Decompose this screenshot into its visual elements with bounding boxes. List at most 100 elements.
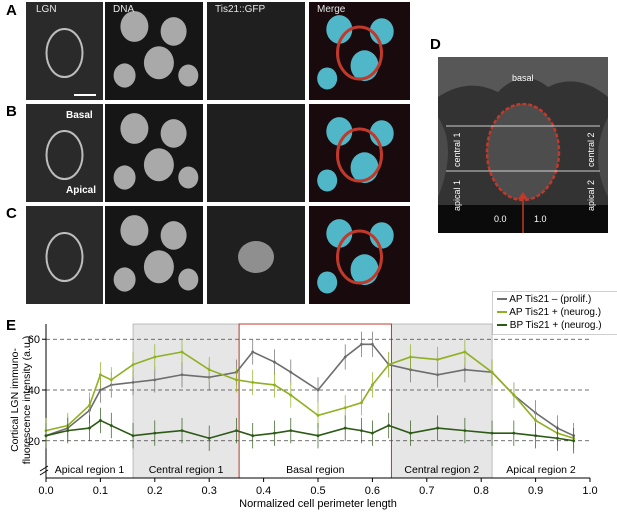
panel-d-central1-label: central 1 [452,132,462,167]
region-shade-2 [132,323,240,479]
region-label-4: Central region 2 [404,464,479,476]
x-tick-label-1.0: 1.0 [582,485,597,497]
axis-break-mark [39,465,49,476]
point-ap-plus-23 [534,419,537,422]
point-bp-plus-14 [343,426,347,430]
point-bp-plus-12 [289,429,293,433]
point-bp-plus-20 [463,429,467,433]
point-ap-plus-4 [109,378,113,382]
point-ap-plus-17 [387,363,391,367]
point-bp-plus-1 [66,429,70,433]
micrograph-row2-merge [309,104,410,202]
x-tick-label-0.2: 0.2 [147,485,162,497]
point-bp-plus-5 [131,434,135,438]
point-ap-minus-14 [343,355,347,359]
region-label-1: Apical region 1 [55,464,125,476]
panel-letter-e: E [6,317,17,334]
point-ap-plus-16 [371,383,374,387]
channel-label-gfp: Tis21::GFP [215,4,266,15]
basal-region-box [238,323,392,479]
x-tick-label-0.3: 0.3 [202,485,217,497]
channel-label-lgn: LGN [36,4,57,15]
point-ap-plus-10 [251,380,255,384]
micrograph-row3-lgn [26,206,103,304]
point-ap-minus-12 [289,370,293,374]
point-bp-plus-2 [88,426,91,430]
region-label-5: Apical region 2 [506,464,576,476]
legend-item-ap-minus: AP Tis21 – (prolif.) [497,294,591,305]
micrograph-row2-gfp [207,104,305,202]
point-ap-plus-5 [131,363,135,367]
panel-letter-c: C [6,205,17,222]
legend-swatch-ap-plus [497,311,507,314]
point-bp-plus-9 [235,429,238,433]
panel-d-end-label: 1.0 [534,214,547,224]
panel-d-apical1-label: apical 1 [452,179,462,211]
y-tick-label-60: 60 [28,334,40,346]
point-bp-plus-24 [555,436,559,440]
x-tick-label-0.1: 0.1 [93,485,108,497]
x-tick-label-0.6: 0.6 [365,485,380,497]
point-ap-plus-19 [436,358,440,361]
micrograph-row1-dna: DNA [105,2,203,100]
panel-d-drawing [438,57,608,233]
point-ap-plus-21 [490,370,494,374]
panel-d-image: basal central 1 central 2 apical 1 apica… [438,57,608,233]
micrograph-row1-lgn: LGN [26,2,103,100]
row-label-2: AP Tis21::GFP+ [10,131,21,200]
point-bp-plus-11 [273,431,276,435]
micrograph-row2-lgn [26,104,103,202]
x-tick-label-0.4: 0.4 [256,485,271,497]
region-label-2: Central region 1 [149,464,224,476]
point-bp-plus-19 [436,426,440,430]
point-ap-minus-15 [360,342,363,346]
series-line-bp-plus [45,419,574,442]
chart-legend: AP Tis21 – (prolif.) AP Tis21 + (neurog.… [492,291,617,335]
y-tick-label-40: 40 [28,385,40,397]
point-bp-plus-3 [99,419,102,422]
y-axis-label-line1: Cortical LGN immuno- [9,348,21,452]
channel-label-dna: DNA [113,4,135,15]
channel-label-merge: Merge [317,4,346,15]
point-ap-minus-5 [131,380,135,384]
row-label-1: AP Tis21::GFP– [10,30,21,98]
x-tick-label-0.8: 0.8 [474,485,489,497]
point-bp-plus-7 [180,429,184,433]
point-ap-minus-10 [251,350,255,354]
point-ap-minus-16 [371,342,374,346]
panel-letter-a: A [6,2,17,19]
point-ap-plus-12 [289,393,293,397]
point-ap-minus-20 [463,368,467,372]
point-bp-plus-8 [207,436,211,440]
point-ap-plus-11 [273,383,276,387]
x-tick-label-0.0: 0.0 [38,485,53,497]
point-ap-plus-2 [88,403,91,407]
point-ap-plus-13 [316,413,320,417]
legend-item-ap-plus: AP Tis21 + (neurog.) [497,307,601,318]
x-tick-label-0.5: 0.5 [310,485,325,497]
region-label-3: Basal region [286,464,345,476]
point-bp-plus-0 [44,434,48,438]
legend-swatch-ap-minus [497,298,507,301]
point-bp-plus-25 [572,439,576,443]
x-tick-label-0.7: 0.7 [419,485,434,497]
scale-bar [74,94,96,96]
point-ap-plus-14 [343,406,347,410]
point-ap-minus-19 [436,373,440,377]
series-line-ap-minus [45,343,575,437]
point-bp-plus-13 [316,434,320,438]
region-shade-4 [391,323,493,479]
panel-d-basal-label: basal [512,73,534,83]
point-bp-plus-4 [109,424,113,427]
point-ap-plus-20 [463,350,467,354]
point-ap-plus-15 [360,401,363,405]
point-bp-plus-16 [371,431,374,435]
point-ap-minus-6 [153,378,157,382]
point-ap-plus-8 [207,368,211,372]
panel-letter-b: B [6,103,17,120]
micrograph-row2-dna [105,104,203,202]
point-bp-plus-18 [409,431,412,435]
point-ap-plus-9 [235,378,238,382]
legend-label-ap-plus: AP Tis21 + (neurog.) [509,307,602,318]
micrograph-row3-dna [105,206,203,304]
